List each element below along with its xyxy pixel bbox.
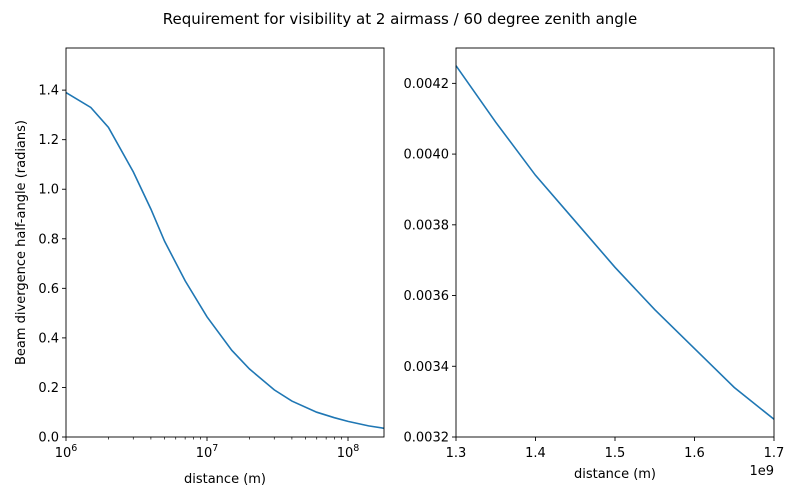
- x-tick-label: 106: [55, 443, 78, 461]
- left-x-tick-labels: 106 107 108: [55, 443, 360, 461]
- right-series-line: [455, 65, 775, 420]
- left-y-axis-label: Beam divergence half-angle (radians): [14, 120, 29, 365]
- y-tick-label: 0.0042: [404, 77, 450, 92]
- y-tick-label: 0.0034: [404, 360, 450, 375]
- x-tick-label: 108: [337, 443, 360, 461]
- right-x-offset-label: 1e9: [749, 464, 774, 479]
- x-tick-label: 1.4: [525, 446, 546, 461]
- right-axes-frame: [455, 47, 775, 438]
- left-x-axis-label: distance (m): [184, 472, 266, 487]
- right-y-tick-labels: 0.0032 0.0034 0.0036 0.0038 0.0040 0.0042: [404, 77, 450, 446]
- y-tick-label: 0.0036: [404, 289, 450, 304]
- left-series-line: [65, 91, 385, 430]
- x-tick-label: 1.3: [446, 446, 467, 461]
- x-tick-label: 1.6: [684, 446, 705, 461]
- right-tick-marks: [452, 82, 775, 441]
- y-tick-label: 0.0032: [404, 431, 450, 446]
- right-x-tick-labels: 1.3 1.4 1.5 1.6 1.7: [446, 446, 785, 461]
- left-subplot: 0.0 0.2 0.4 0.6 0.8 1.0 1.2 1.4 106 107 108 dista…: [14, 47, 385, 487]
- left-y-tick-labels: 0.0 0.2 0.4 0.6 0.8 1.0 1.2 1.4: [38, 84, 59, 446]
- y-tick-label: 1.2: [38, 133, 59, 148]
- figure-suptitle: Requirement for visibility at 2 airmass …: [163, 10, 637, 28]
- x-tick-label: 1.5: [605, 446, 626, 461]
- x-tick-label: 1.7: [764, 446, 785, 461]
- y-tick-label: 0.8: [38, 232, 59, 247]
- y-tick-label: 0.2: [38, 381, 59, 396]
- y-tick-label: 0.0038: [404, 218, 450, 233]
- y-tick-label: 0.0040: [404, 148, 450, 163]
- y-tick-label: 1.4: [38, 84, 59, 99]
- y-tick-label: 0.4: [38, 331, 59, 346]
- y-tick-label: 1.0: [38, 183, 59, 198]
- x-tick-label: 107: [196, 443, 219, 461]
- right-subplot: 0.0032 0.0034 0.0036 0.0038 0.0040 0.0042 1.3…: [404, 47, 785, 482]
- y-tick-label: 0.0: [38, 431, 59, 446]
- y-tick-label: 0.6: [38, 282, 59, 297]
- left-axes-frame: [65, 47, 385, 438]
- right-x-axis-label: distance (m): [574, 467, 656, 482]
